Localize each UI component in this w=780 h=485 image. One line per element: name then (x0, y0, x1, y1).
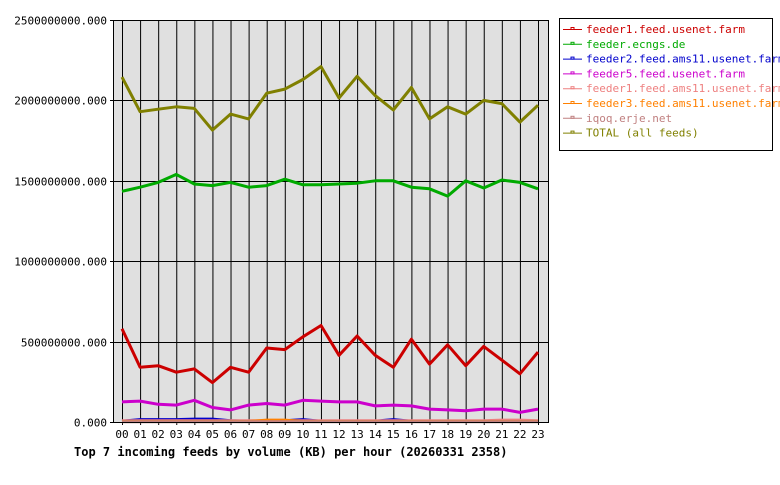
x-tick-label: 11 (314, 428, 327, 441)
x-tick-label: 01 (133, 428, 146, 441)
legend-label: feeder5.feed.usenet.farm (586, 67, 745, 80)
legend-label: feeder.ecngs.de (586, 38, 685, 51)
y-tick-label: 2500000000.000 (14, 15, 107, 28)
x-tick-label: 04 (188, 428, 202, 441)
legend-label: feeder1.feed.ams11.usenet.farm (586, 82, 780, 95)
x-tick-label: 21 (495, 428, 508, 441)
y-axis: 0.000 500000000.000 1000000000.000 15000000… (14, 15, 107, 430)
chart-title: Top 7 incoming feeds by volume (KB) per … (74, 445, 507, 459)
y-tick-label: 500000000.000 (21, 337, 107, 350)
x-tick-label: 19 (459, 428, 472, 441)
x-tick-label: 05 (206, 428, 219, 441)
x-tick-label: 23 (531, 428, 544, 441)
x-tick-label: 08 (260, 428, 273, 441)
y-tick-label: 0.000 (74, 417, 107, 430)
legend-label: feeder2.feed.ams11.usenet.farm (586, 53, 780, 66)
x-tick-label: 17 (423, 428, 436, 441)
legend-label: feeder1.feed.usenet.farm (586, 23, 745, 36)
x-tick-label: 20 (477, 428, 490, 441)
legend-label: TOTAL (all feeds) (586, 127, 699, 140)
x-axis: 00 01 02 03 04 05 06 07 08 09 10 11 12 13 14 15 16 17 18 19… (115, 428, 544, 441)
x-tick-label: 18 (441, 428, 454, 441)
y-tick-label: 1500000000.000 (14, 176, 107, 189)
x-tick-label: 06 (224, 428, 237, 441)
legend: feeder1.feed.usenet.farm feeder.ecngs.de f… (560, 19, 780, 151)
x-tick-label: 10 (296, 428, 309, 441)
legend-label: iqoq.erje.net (586, 112, 672, 125)
x-tick-label: 00 (115, 428, 128, 441)
x-tick-label: 02 (152, 428, 165, 441)
x-tick-label: 14 (369, 428, 383, 441)
x-tick-label: 15 (387, 428, 400, 441)
y-tick-label: 1000000000.000 (14, 256, 107, 269)
x-tick-label: 13 (351, 428, 364, 441)
x-tick-label: 07 (242, 428, 255, 441)
x-tick-label: 09 (278, 428, 291, 441)
x-tick-label: 22 (513, 428, 526, 441)
x-tick-label: 03 (170, 428, 183, 441)
y-tick-label: 2000000000.000 (14, 95, 107, 108)
x-tick-label: 12 (332, 428, 345, 441)
legend-label: feeder3.feed.ams11.usenet.farm (586, 97, 780, 110)
x-tick-label: 16 (405, 428, 418, 441)
